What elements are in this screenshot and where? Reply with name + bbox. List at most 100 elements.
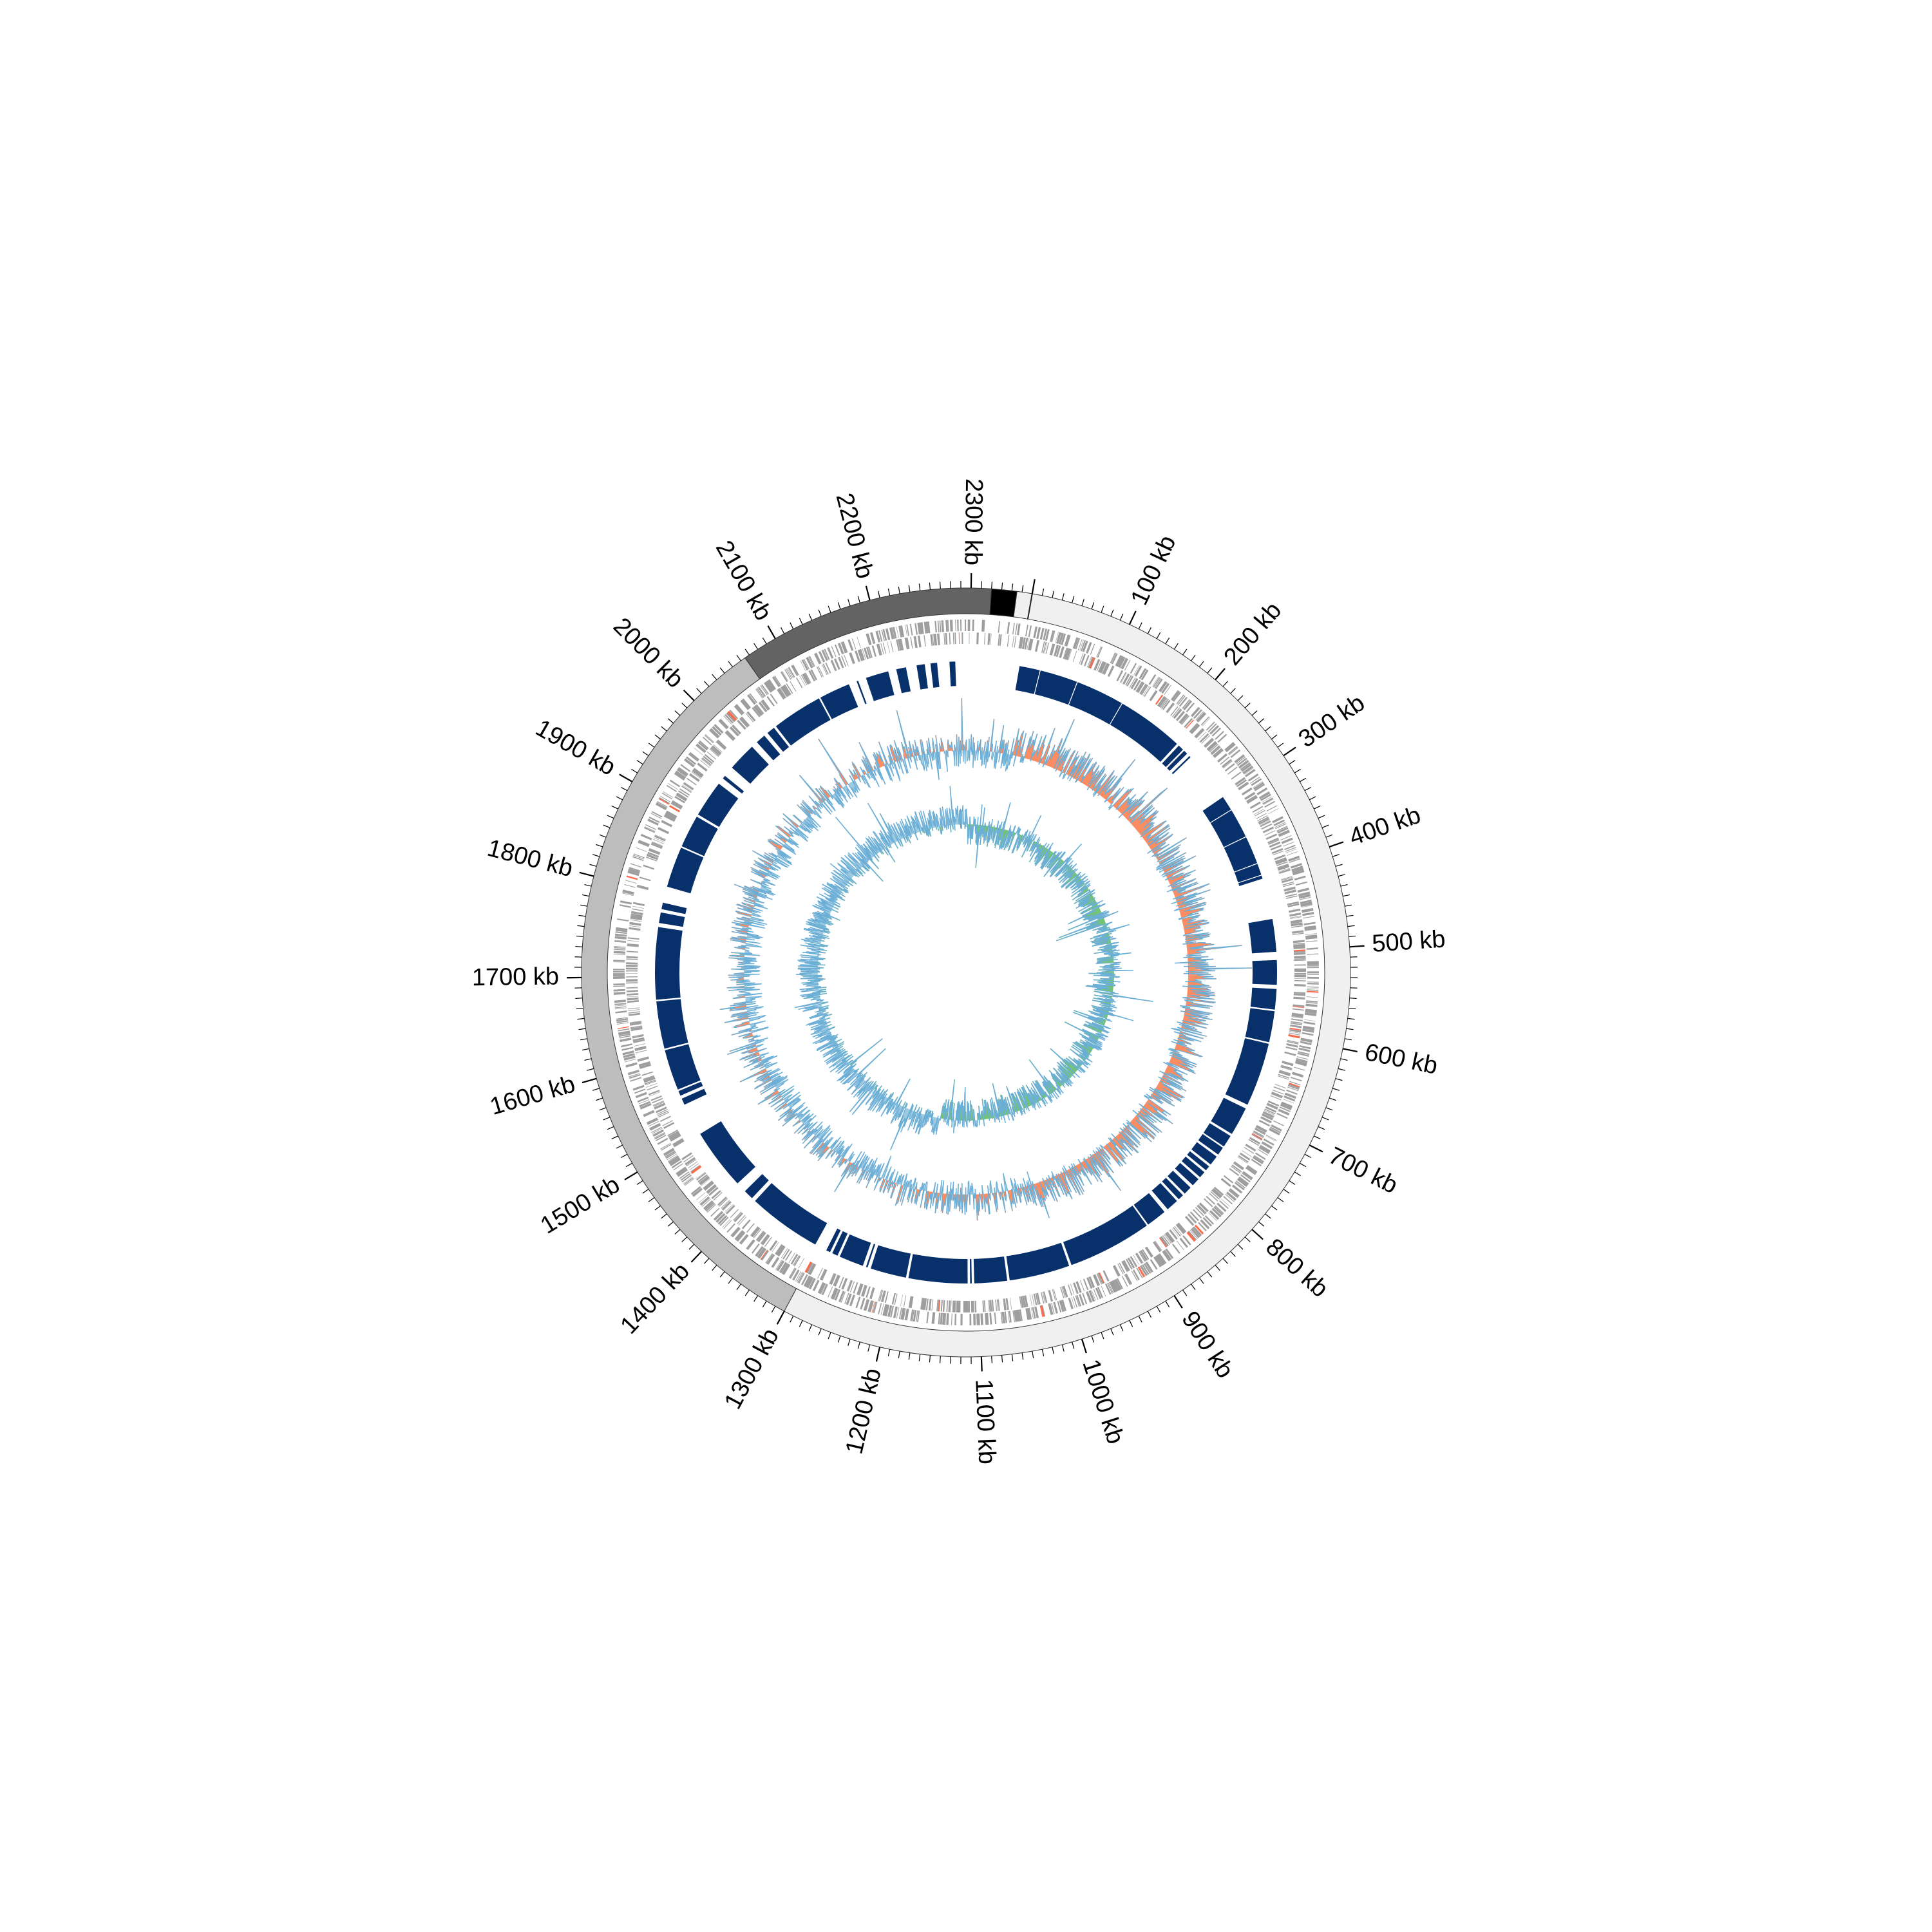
tick-label-800kb: 800 kb (1260, 1233, 1333, 1303)
gene-feature (1289, 1028, 1302, 1033)
gene-feature (1025, 1308, 1030, 1320)
gene-feature (855, 650, 860, 663)
gene-feature (872, 1302, 876, 1313)
gene-feature (951, 1313, 952, 1325)
gene-feature (1237, 1156, 1248, 1164)
gene-feature (1307, 965, 1319, 967)
gene-feature (1253, 781, 1264, 788)
gene-feature (684, 782, 694, 790)
gene-feature (1144, 1247, 1153, 1258)
major-tick (1251, 1229, 1264, 1240)
gene-feature (1233, 1162, 1244, 1171)
gene-feature (1224, 742, 1235, 751)
gene-feature (1001, 1311, 1004, 1323)
gene-feature (667, 1155, 678, 1162)
gene-feature (1182, 699, 1191, 709)
gene-feature (1007, 621, 1010, 634)
gene-feature (670, 802, 682, 810)
gene-feature (934, 620, 937, 633)
minor-tick (1265, 1213, 1271, 1219)
gene-feature (719, 1217, 729, 1226)
gene-feature (1195, 711, 1204, 721)
gene-feature (637, 1057, 649, 1062)
gene-feature (701, 1178, 710, 1186)
gene-feature (871, 645, 877, 657)
minor-tick (1304, 1153, 1312, 1159)
gene-feature (1254, 808, 1265, 815)
gene-feature (910, 1309, 914, 1321)
synteny-block-54 (757, 735, 781, 761)
gene-feature (630, 913, 643, 917)
minor-tick (654, 734, 661, 740)
gene-feature (911, 1309, 914, 1321)
gene-feature (1016, 1309, 1020, 1321)
gene-feature (1240, 1174, 1251, 1182)
gene-feature (732, 724, 741, 735)
gene-feature (675, 770, 687, 779)
gene-feature (945, 632, 948, 645)
gene-feature (1061, 633, 1066, 645)
gene-feature (1231, 1166, 1241, 1174)
gene-feature (626, 875, 638, 880)
gene-feature (1185, 719, 1195, 729)
gene-feature (948, 1300, 951, 1312)
gene-feature (1130, 663, 1137, 674)
gene-feature (810, 669, 818, 681)
gene-feature (723, 1220, 732, 1229)
gene-feature (629, 927, 641, 929)
minor-tick (654, 1205, 661, 1211)
gene-feature (761, 699, 770, 710)
gene-feature (655, 802, 667, 811)
gene-feature (910, 636, 913, 649)
gene-feature (668, 1130, 679, 1138)
gene-feature (955, 620, 956, 632)
gene-feature (1075, 1281, 1082, 1293)
gene-feature (914, 636, 918, 648)
gene-feature (755, 1231, 764, 1241)
minor-tick (1110, 1328, 1114, 1336)
gene-feature (1142, 686, 1150, 696)
gene-feature (982, 1300, 985, 1312)
gene-feature (1012, 636, 1014, 648)
gene-feature (1274, 822, 1286, 828)
minor-tick (828, 605, 831, 613)
minor-tick (1001, 582, 1003, 590)
gene-feature (710, 728, 720, 737)
gene-feature (1196, 730, 1205, 739)
gene-feature (689, 1163, 699, 1171)
gene-feature (1305, 937, 1318, 939)
gene-feature (931, 1299, 934, 1311)
gene-feature (613, 989, 625, 991)
gene-feature (1287, 901, 1299, 906)
gene-feature (1212, 748, 1223, 757)
gene-feature (1273, 1120, 1284, 1126)
gene-feature (834, 644, 840, 656)
gene-feature (1157, 1254, 1166, 1265)
gene-feature (1247, 797, 1258, 804)
synteny-block-4 (1110, 703, 1177, 762)
gene-feature (615, 929, 628, 933)
gene-feature (1051, 1302, 1055, 1314)
gene-feature (650, 813, 662, 819)
minor-tick (771, 1306, 776, 1313)
gene-feature (865, 647, 869, 659)
gene-feature (896, 1307, 900, 1319)
gene-feature (654, 1103, 665, 1108)
gene-feature (873, 1302, 878, 1314)
tick-label-1100kb: 1100 kb (970, 1379, 1000, 1465)
gene-feature (1251, 1133, 1262, 1141)
tick-label-2200kb: 2200 kb (831, 490, 879, 581)
gene-feature (630, 1025, 642, 1028)
gene-feature (916, 1310, 920, 1322)
gene-feature (645, 1081, 656, 1086)
gene-feature (882, 642, 887, 654)
minor-tick (1251, 710, 1258, 716)
gene-feature (636, 1092, 647, 1099)
gene-feature (915, 1310, 918, 1322)
gene-feature (1245, 1144, 1256, 1151)
minor-tick (762, 638, 767, 645)
gene-feature (1294, 964, 1306, 966)
synteny-block-28 (1133, 1193, 1165, 1225)
gene-feature (735, 1231, 744, 1241)
